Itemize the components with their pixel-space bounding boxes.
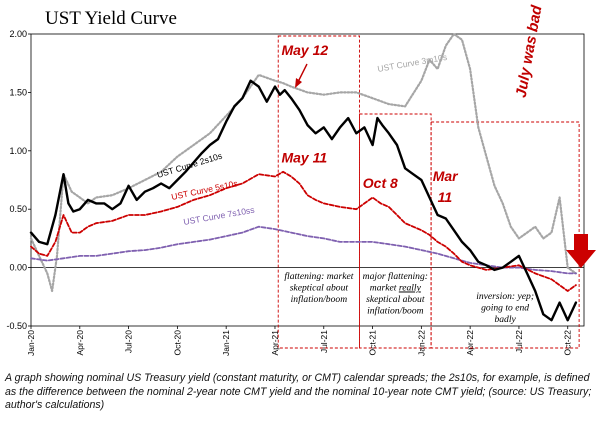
down-arrow-icon [566, 234, 596, 268]
series-label: UST Curve 2s10s [156, 151, 224, 180]
figure-caption: A graph showing nominal US Treasury yiel… [5, 372, 592, 412]
annotation-label: Oct 8 [363, 175, 398, 191]
annotation-box-text: inversion: yep; [476, 291, 534, 302]
series-line [30, 170, 577, 292]
x-tick-label: Jul-21 [319, 330, 329, 353]
series-line [29, 32, 577, 293]
x-tick-label: Jan-21 [221, 330, 231, 356]
annotation-box-text: flattening: market [284, 271, 353, 282]
x-tick-label: Jul-20 [124, 330, 134, 353]
series-label: UST Curve 7s10ss [183, 205, 256, 227]
x-tick-label: Oct-21 [368, 330, 378, 356]
series-lines [29, 32, 578, 322]
annotation-box [359, 113, 432, 349]
annotation-box-text: going to end [481, 303, 529, 314]
x-tick-label: Apr-22 [465, 330, 475, 356]
y-tick-label: 1.50 [9, 87, 27, 97]
annotation-label: 11 [438, 189, 453, 205]
x-tick-label: Jan-22 [416, 330, 426, 356]
annotation-arrow [297, 63, 308, 83]
y-tick-label: 1.00 [9, 146, 27, 156]
arrowhead-icon [295, 78, 302, 88]
annotation-label: Mar [433, 168, 459, 184]
annotation-box-text: skeptical about [290, 283, 349, 294]
annotation-box-text: inflation/boom [367, 306, 424, 317]
annotation-box-text: skeptical about [366, 294, 425, 305]
x-tick-label: Jan-20 [26, 330, 36, 356]
annotation-box-text: inflation/boom [291, 294, 348, 305]
annotation-box-text: market really [370, 283, 422, 294]
annotation-label: May 12 [281, 42, 328, 58]
chart-title: UST Yield Curve [45, 8, 177, 29]
x-tick-label: Jul-22 [514, 330, 524, 353]
x-tick-label: Oct-20 [172, 330, 182, 356]
annotation-box-text: badly [494, 314, 516, 325]
x-tick-label: Apr-21 [270, 330, 280, 356]
annotation-label: July was bad [513, 3, 546, 99]
x-tick-label: Oct-22 [563, 330, 573, 356]
y-axis: 2.00 1.50 1.00 0.50 0.00 -0.50 [6, 29, 31, 331]
y-tick-label: 0.00 [9, 263, 27, 273]
annotation-box-text: major flattening: [363, 271, 428, 282]
annotation-label: May 11 [281, 149, 327, 165]
series-label: UST Curve 5s10s [170, 178, 238, 202]
y-tick-label: 0.50 [9, 204, 27, 214]
x-axis: Jan-20 Apr-20 Jul-20 Oct-20 Jan-21 Apr-21 Jul-… [26, 326, 573, 356]
x-tick-label: Apr-20 [75, 330, 85, 356]
series-label: UST Curve 3m10s [377, 52, 448, 74]
y-tick-label: -0.50 [6, 321, 27, 331]
series-line [29, 79, 578, 322]
series-line [30, 225, 577, 275]
yield-curve-chart: UST Yield Curve 2.00 1.50 1.00 0.50 0.00 -0.5… [6, 3, 596, 356]
plot-border [30, 33, 585, 327]
annotation-box [277, 35, 360, 349]
y-tick-label: 2.00 [9, 29, 27, 39]
